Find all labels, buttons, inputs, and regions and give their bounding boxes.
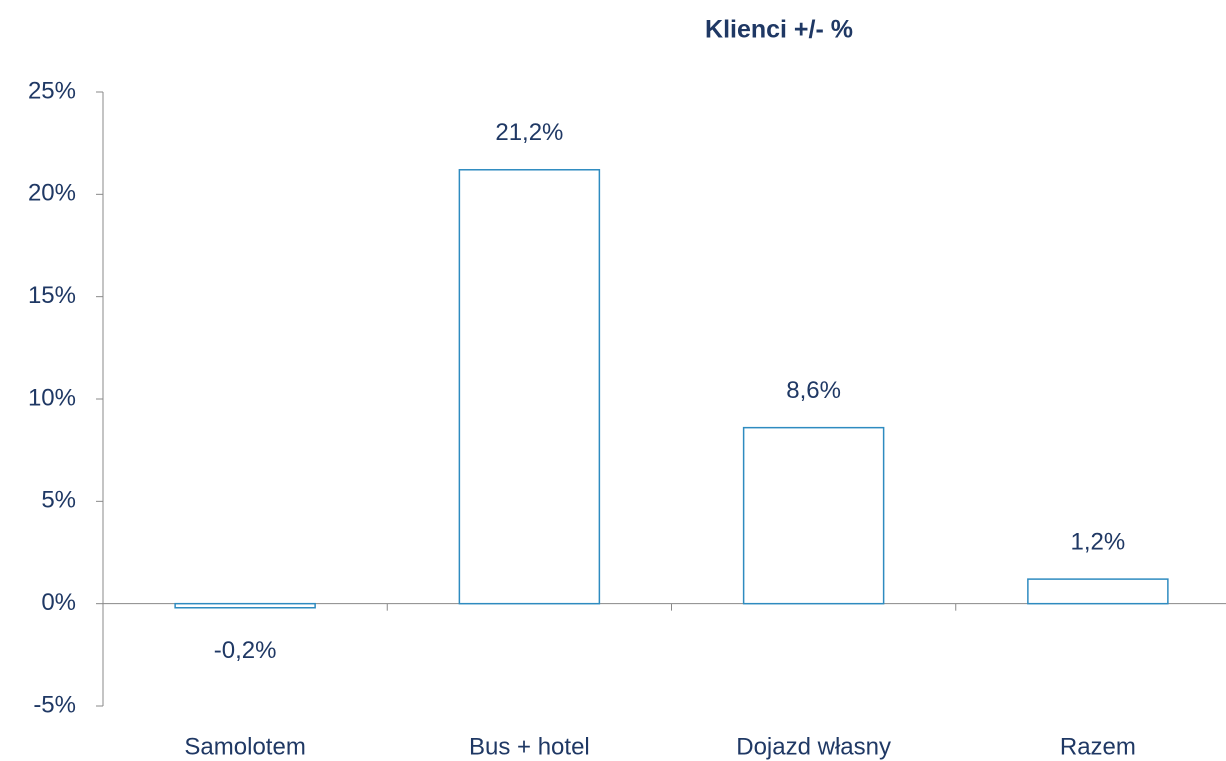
y-tick-label: 15% [28,282,76,309]
data-label: -0,2% [214,637,277,664]
data-label: 8,6% [786,377,841,404]
y-tick-label: 0% [41,589,76,616]
data-label: 1,2% [1071,528,1126,555]
y-tick-label: 5% [41,487,76,514]
bar [459,170,599,604]
x-tick-label: Razem [1060,733,1136,760]
y-tick-label: 20% [28,180,76,207]
y-tick-label: 10% [28,384,76,411]
bar [744,428,884,604]
x-tick-label: Dojazd własny [736,733,891,760]
x-tick-label: Bus + hotel [469,733,590,760]
chart-title: Klienci +/- % [705,16,853,44]
y-tick-label: -5% [33,691,76,718]
y-tick-label: 25% [28,77,76,104]
bar [1028,579,1168,604]
x-tick-label: Samolotem [184,733,305,760]
bar [175,604,315,608]
chart: Klienci +/- % -5% 0% 5% 10% 15% 20% 25% Samolot… [0,0,1226,761]
data-label: 21,2% [495,119,563,146]
page: {"chart_data": {"type": "bar", "title": … [0,0,1226,761]
